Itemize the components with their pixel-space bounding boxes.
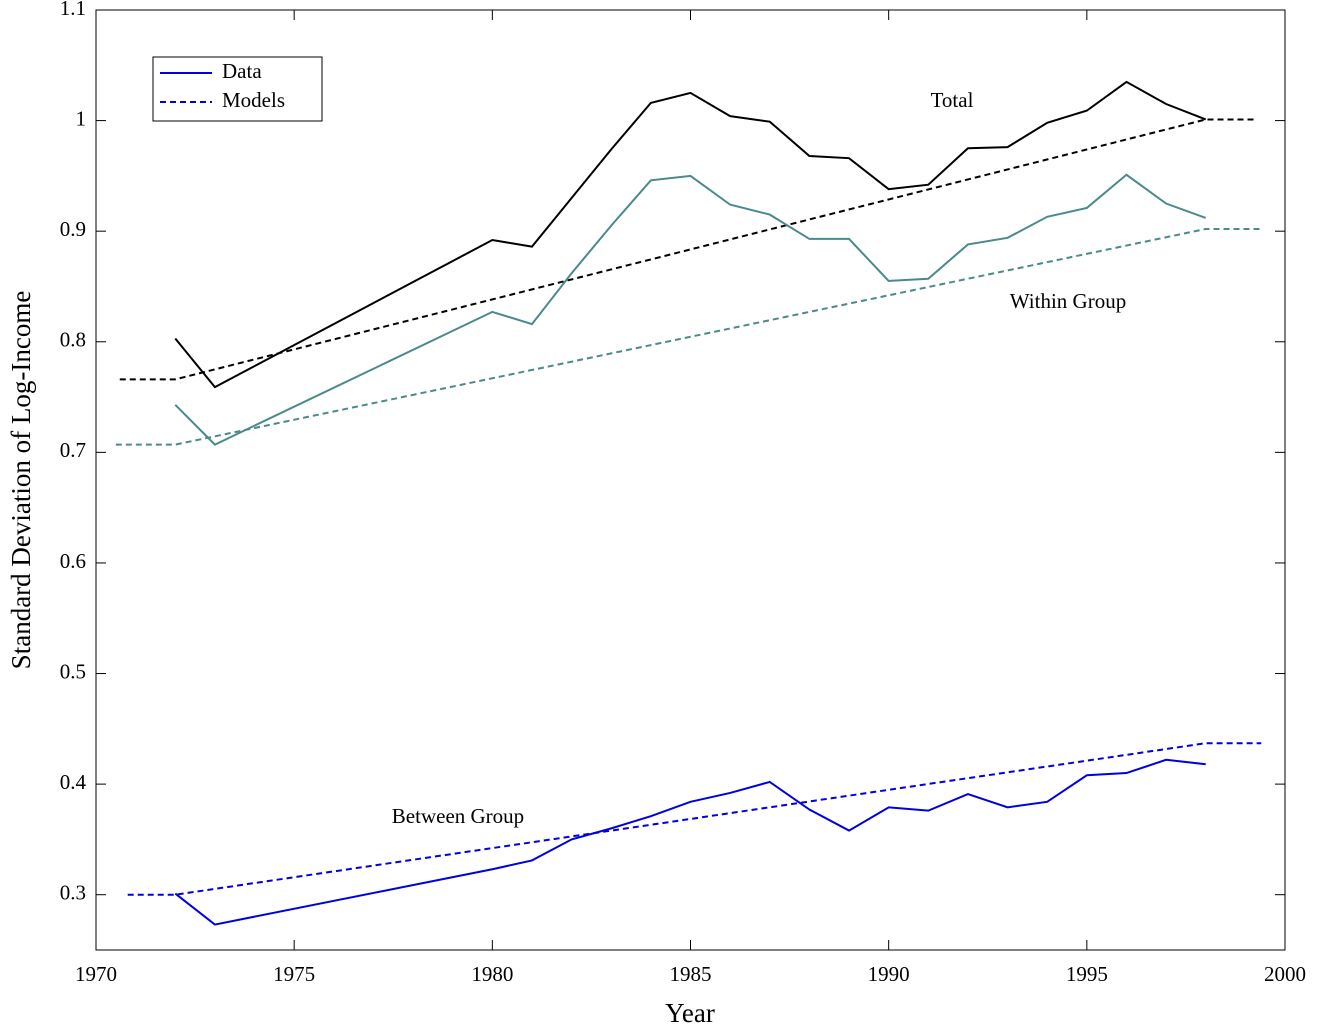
- model-line: [127, 742, 1262, 896]
- x-tick-label: 1990: [868, 962, 910, 986]
- y-tick-label: 1.1: [60, 0, 86, 20]
- x-tick-label: 1995: [1066, 962, 1108, 986]
- x-tick-label: 1970: [75, 962, 117, 986]
- legend-label: Data: [222, 59, 262, 83]
- model-line: [119, 118, 1258, 381]
- series-annotation: Within Group: [1010, 289, 1126, 313]
- data-line: [174, 758, 1206, 926]
- x-axis-label: Year: [665, 998, 715, 1028]
- series-annotation: Between Group: [392, 804, 524, 828]
- y-tick-label: 0.3: [60, 881, 86, 905]
- plot-frame: [95, 9, 1286, 951]
- y-tick-label: 1: [76, 106, 87, 130]
- y-tick-label: 0.5: [60, 659, 86, 683]
- x-tick-label: 1975: [273, 962, 315, 986]
- model-line: [115, 227, 1262, 446]
- y-tick-label: 0.7: [60, 438, 86, 462]
- data-line: [174, 173, 1207, 446]
- x-tick-label: 1980: [471, 962, 513, 986]
- series-annotation: Total: [931, 88, 974, 112]
- legend-label: Models: [222, 88, 285, 112]
- y-tick-label: 0.8: [60, 328, 86, 352]
- legend-box: [152, 56, 323, 122]
- x-tick-label: 2000: [1264, 962, 1306, 986]
- y-tick-label: 0.9: [60, 217, 86, 241]
- data-line: [174, 80, 1207, 389]
- y-tick-label: 0.6: [60, 549, 86, 573]
- x-tick-label: 1985: [670, 962, 712, 986]
- y-tick-label: 0.4: [60, 770, 87, 794]
- y-axis-label: Standard Deviation of Log-Income: [6, 291, 36, 670]
